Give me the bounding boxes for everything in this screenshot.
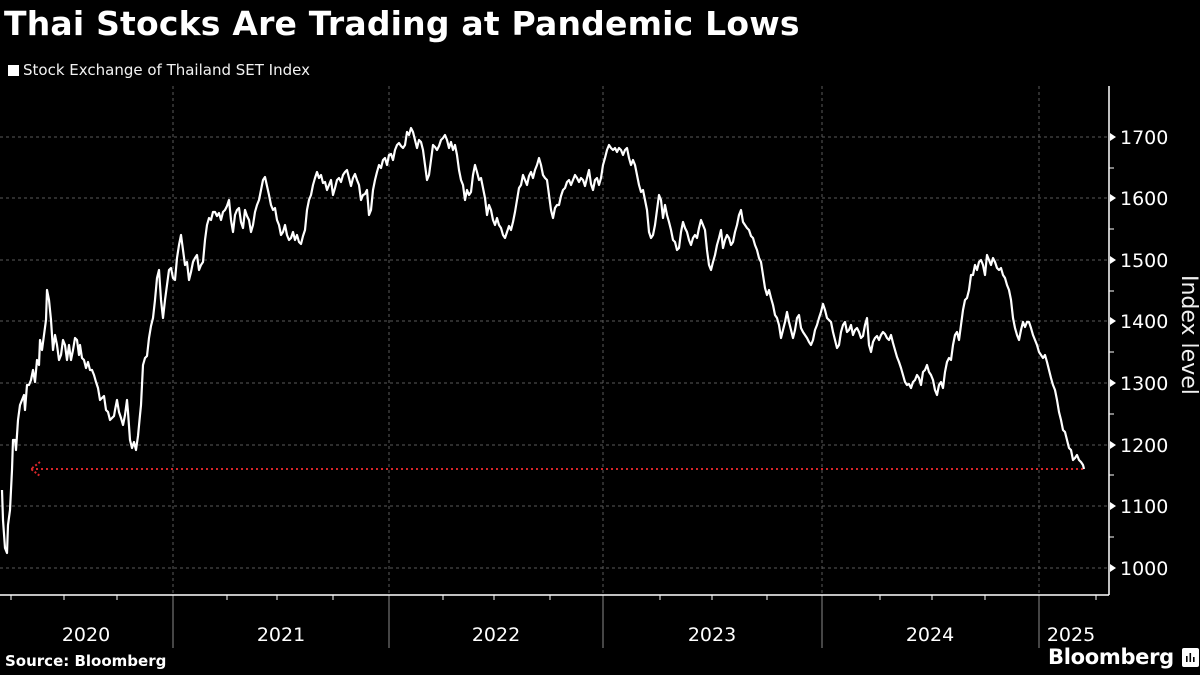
arrowhead-icon	[29, 461, 41, 477]
source-note: Source: Bloomberg	[5, 652, 167, 670]
y-tick-marker	[1110, 564, 1116, 572]
y-tick-marker	[1110, 133, 1116, 141]
y-tick-marker	[1110, 502, 1116, 510]
y-tick-label: 1000	[1120, 558, 1168, 580]
x-year-label: 2020	[62, 624, 110, 646]
y-tick-marker	[1110, 379, 1116, 387]
legend-label: Stock Exchange of Thailand SET Index	[23, 61, 310, 79]
x-year-label: 2025	[1047, 624, 1095, 646]
y-tick-marker	[1110, 317, 1116, 325]
brand-name: Bloomberg	[1048, 645, 1174, 669]
y-tick-label: 1400	[1120, 311, 1168, 333]
y-tick-marker	[1110, 441, 1116, 449]
bloomberg-logo: Bloomberg	[1048, 645, 1199, 669]
legend: Stock Exchange of Thailand SET Index	[8, 61, 310, 79]
x-year-label: 2023	[688, 624, 736, 646]
gridlines	[0, 86, 1109, 595]
axes: 1700 1600 1500 1400 1300 1200 1100 1000 2020 2021…	[0, 86, 1168, 648]
y-tick-marker	[1110, 256, 1116, 264]
y-tick-label: 1600	[1120, 188, 1168, 210]
y-tick-label: 1500	[1120, 250, 1168, 272]
x-year-label: 2024	[906, 624, 954, 646]
y-tick-label: 1700	[1120, 127, 1168, 149]
y-tick-label: 1300	[1120, 373, 1168, 395]
y-tick-marker	[1110, 194, 1116, 202]
chart-title: Thai Stocks Are Trading at Pandemic Lows	[4, 4, 800, 43]
bloomberg-chart-icon	[1181, 647, 1199, 667]
y-tick-label: 1100	[1120, 496, 1168, 518]
y-axis-label-text: Index level	[1176, 275, 1200, 395]
set-index-line	[0, 126, 1086, 555]
x-year-label: 2022	[472, 624, 520, 646]
y-tick-label: 1200	[1120, 435, 1168, 457]
legend-swatch	[8, 64, 19, 76]
x-year-label: 2021	[257, 624, 305, 646]
